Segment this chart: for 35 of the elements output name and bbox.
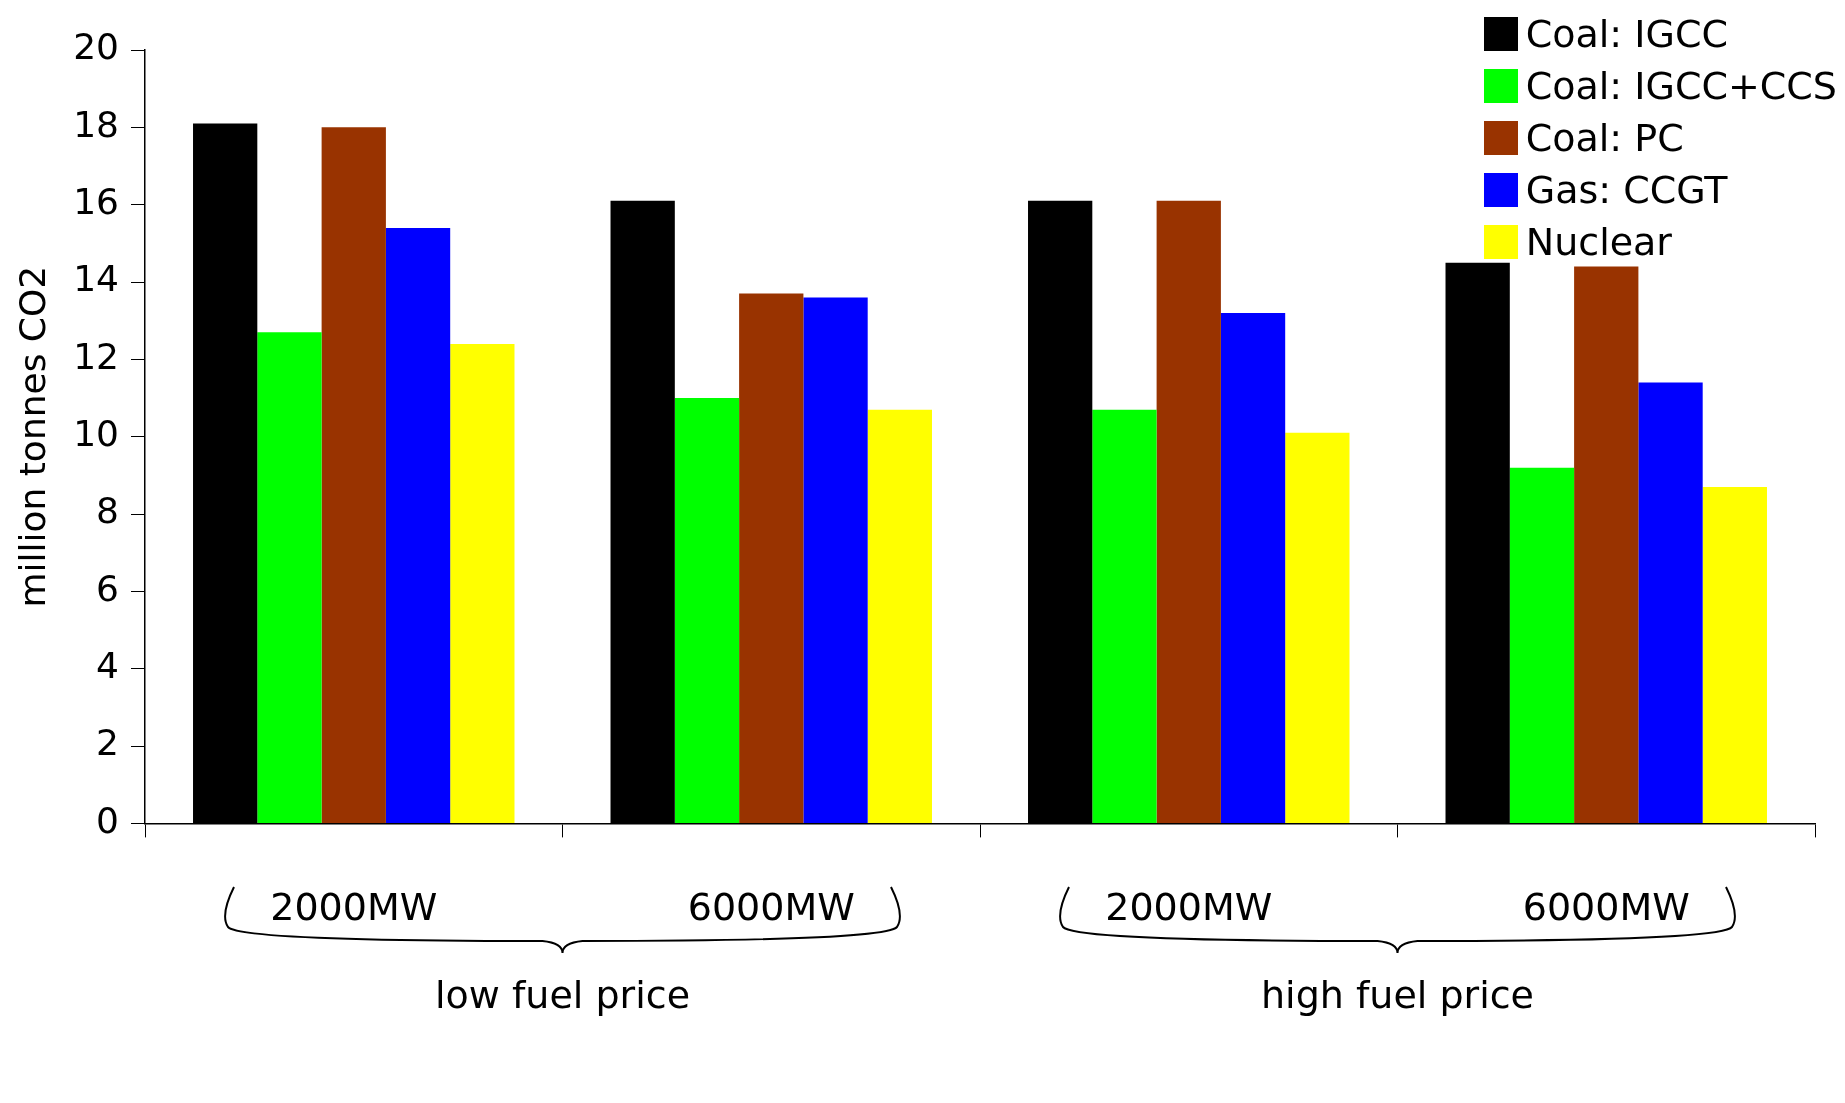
bar	[1638, 382, 1703, 823]
y-axis-title: million tonnes CO2	[11, 265, 53, 608]
bar	[1509, 467, 1575, 823]
bar	[1285, 432, 1350, 823]
y-tick-label: 6	[96, 567, 120, 609]
bar	[867, 409, 932, 823]
bar	[1220, 312, 1286, 823]
y-tick-label: 18	[73, 103, 120, 145]
bar	[1156, 200, 1221, 823]
legend-label: Coal: IGCC	[1525, 11, 1728, 58]
text: high fuel price	[1261, 973, 1534, 1018]
text: low fuel price	[434, 973, 691, 1018]
bar	[1702, 486, 1767, 823]
y-tick-label: 8	[96, 490, 120, 532]
legend-label: Gas: CCGT	[1525, 167, 1728, 214]
bar	[1092, 409, 1157, 823]
y-tick-label: 16	[73, 181, 120, 223]
bar	[674, 398, 740, 823]
y-tick-label: 0	[96, 799, 120, 841]
y-tick-label: 14	[73, 258, 120, 300]
legend-label: Coal: IGCC+CCS	[1525, 63, 1837, 110]
bar	[1574, 266, 1639, 823]
bar	[321, 127, 386, 823]
y-tick-label: 20	[73, 26, 120, 68]
bar	[257, 332, 322, 823]
y-tick-label: 4	[96, 645, 120, 687]
legend-label: Nuclear	[1525, 219, 1672, 266]
y-tick-label: 10	[73, 413, 120, 455]
y-tick-label: 12	[73, 335, 120, 377]
bar	[803, 297, 868, 823]
bar	[385, 227, 451, 823]
bar	[739, 293, 804, 823]
legend-label: Coal: PC	[1525, 115, 1684, 162]
y-tick-label: 2	[96, 722, 120, 764]
bar	[450, 343, 515, 823]
